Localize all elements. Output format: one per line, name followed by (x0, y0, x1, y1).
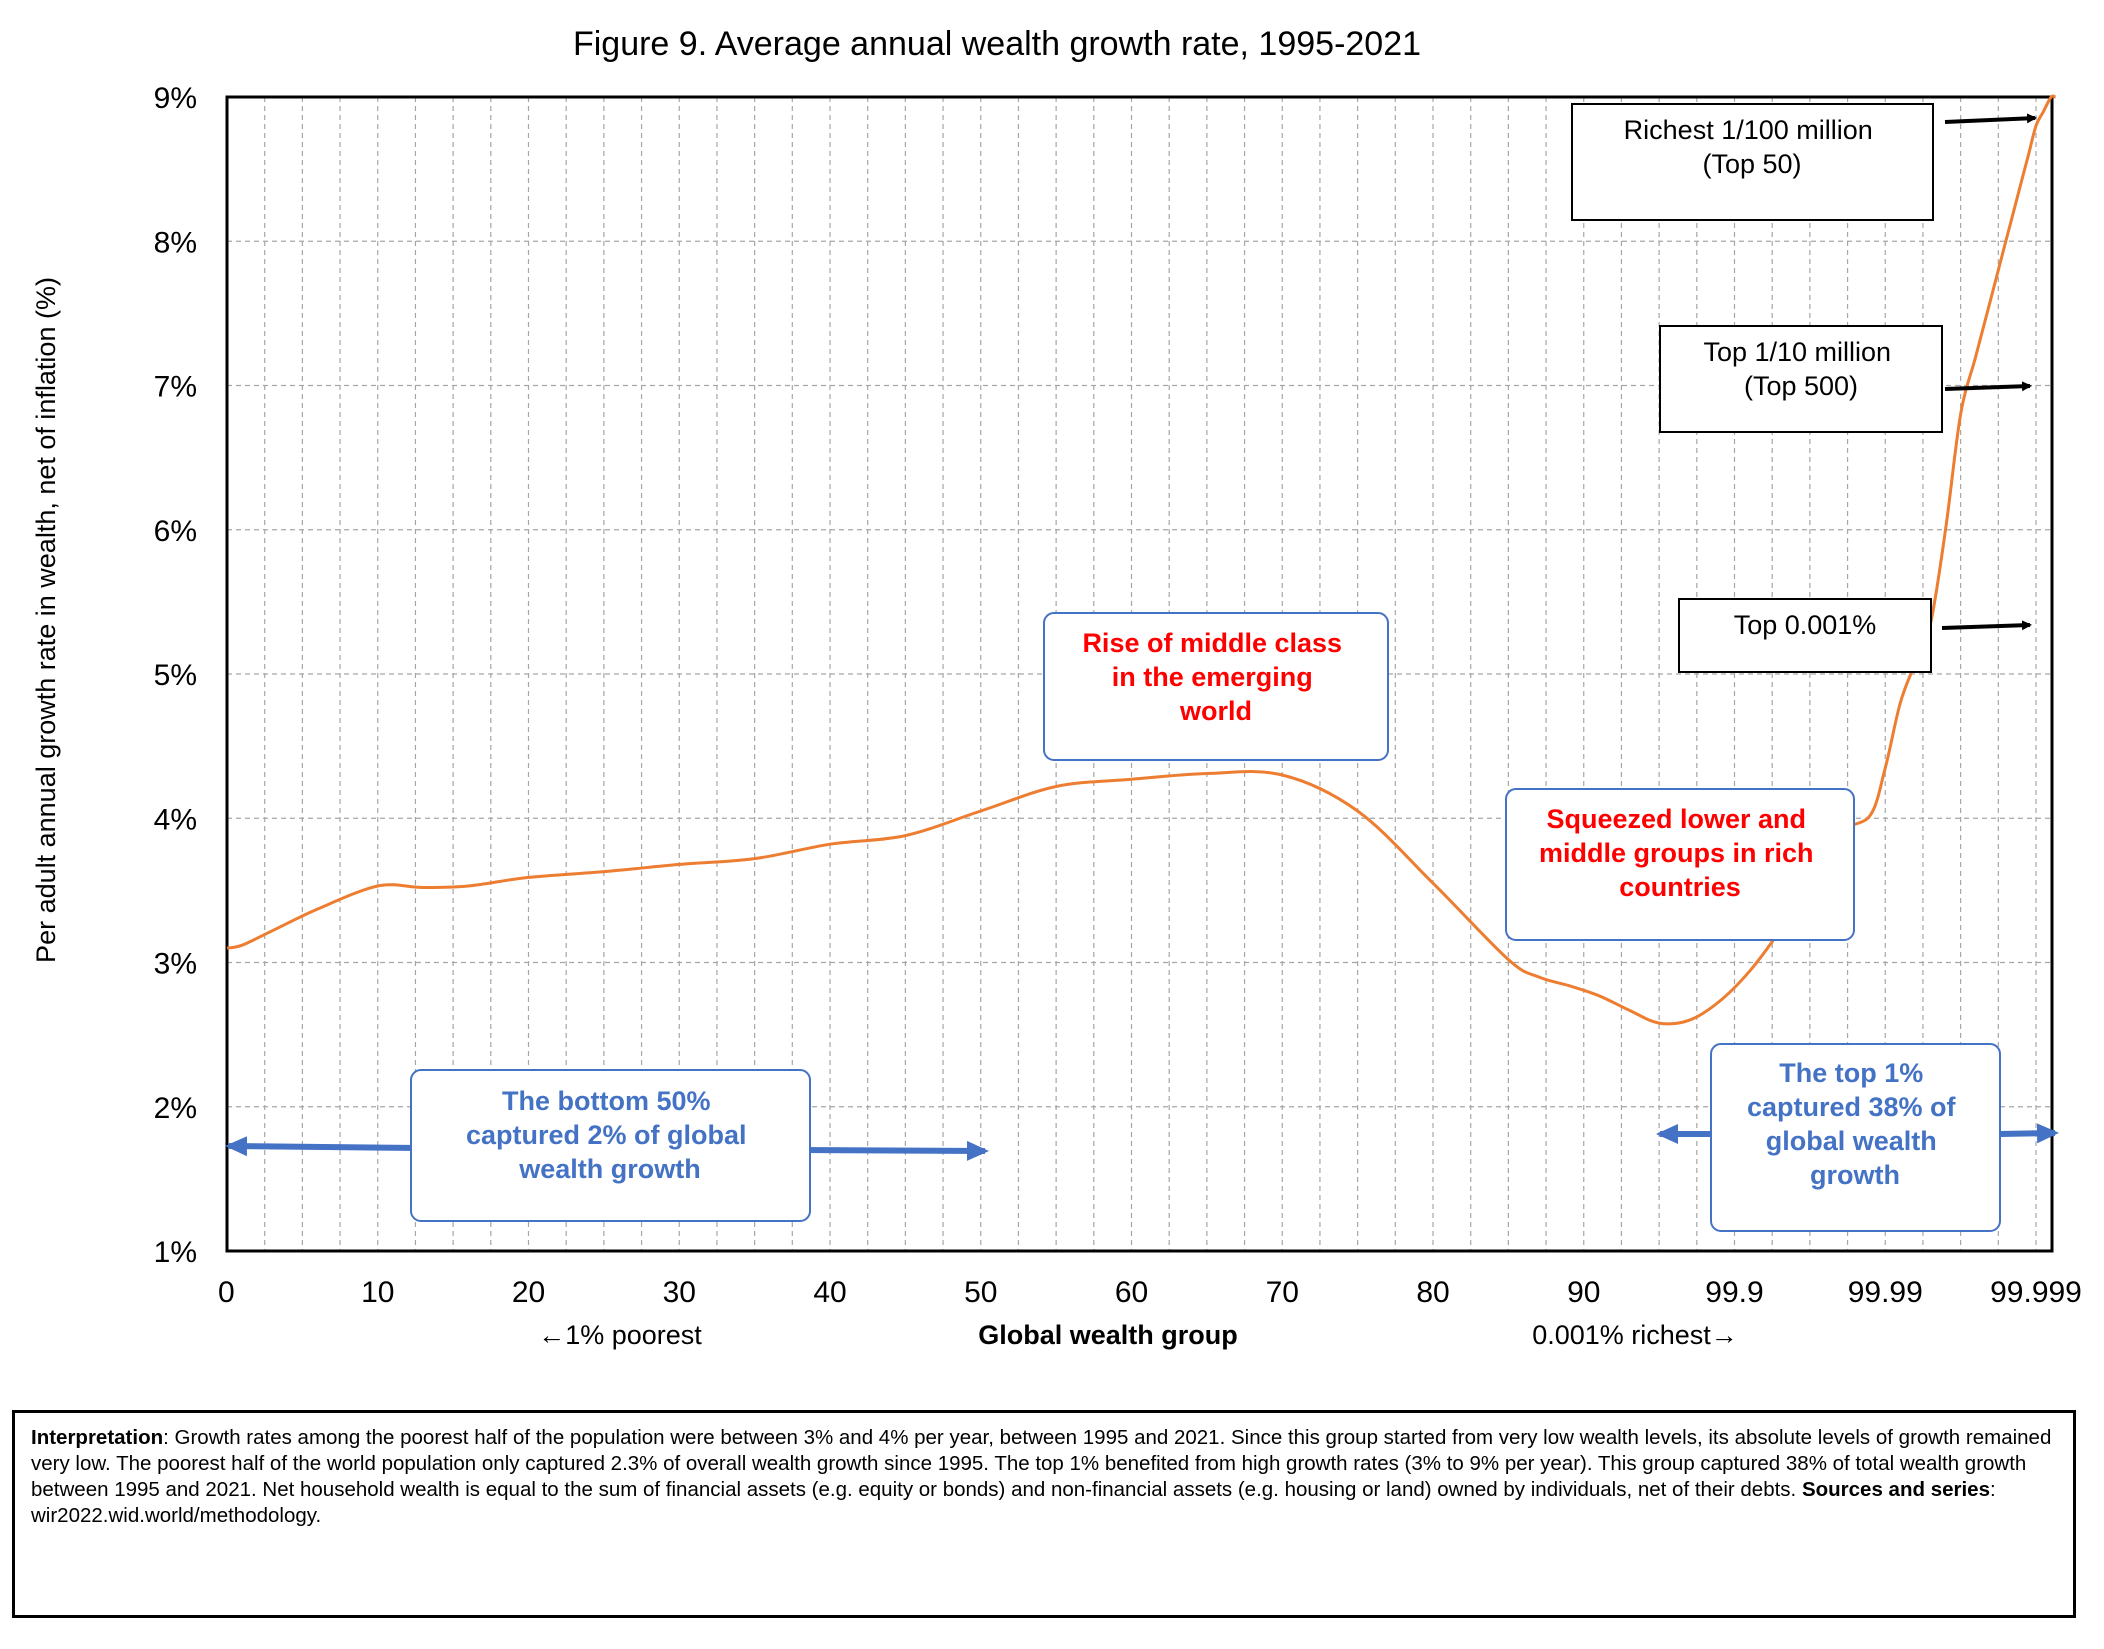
interpretation-box: Interpretation: Growth rates among the p… (12, 1410, 2076, 1618)
x-tick-label: 80 (1416, 1276, 1449, 1309)
svg-text:Rise of middle class in: Rise of middle class in the emerging wor… (1082, 628, 1349, 726)
x-tick-label: 30 (663, 1276, 696, 1309)
y-axis-label: Per adult annual growth rate in wealth, … (31, 277, 61, 963)
top50-annotation: Richest 1/100 million (Top 50) (1571, 103, 1934, 221)
y-tick-label: 6% (154, 515, 197, 548)
svg-text:Top 1/10 million (Top 50: Top 1/10 million (Top 500) (1703, 337, 1898, 401)
x-right-note: 0.001% richest→ (1532, 1320, 1738, 1350)
bottom50-line-3: wealth growth (518, 1154, 701, 1184)
svg-text:The bottom 50% captured: The bottom 50% captured 2% of global wea… (466, 1086, 754, 1184)
top50-line-2: (Top 50) (1702, 149, 1801, 179)
x-left-note: ←1% poorest (538, 1320, 702, 1350)
middle-class-line-1: Rise of middle class (1082, 628, 1342, 658)
svg-text:The top 1% captured 38%: The top 1% captured 38% of global wealth… (1747, 1058, 1963, 1190)
squeezed-annotation: Squeezed lower and middle groups in rich… (1505, 788, 1855, 941)
y-tick-label: 2% (154, 1092, 197, 1125)
sources-text: : wir2022.wid.world/methodology. (31, 1478, 1996, 1527)
y-tick-labels: 1% 2% 3% 4% 5% 6% 7% 8% 9% (154, 82, 197, 1269)
top1-line-4: growth (1810, 1160, 1900, 1190)
bottom50-left-arrow (225, 1136, 421, 1157)
bottom50-line-2: captured 2% of global (466, 1120, 747, 1150)
y-tick-label: 3% (154, 948, 197, 981)
middle-class-line-2: in the emerging (1112, 662, 1313, 692)
y-tick-label: 1% (154, 1236, 197, 1269)
y-tick-label: 4% (154, 803, 197, 836)
y-tick-label: 7% (154, 371, 197, 404)
top50-arrow (1944, 113, 2037, 124)
top1-line-1: The top 1% (1779, 1058, 1923, 1088)
top1-right-arrow (1999, 1123, 2059, 1144)
middle-class-line-3: world (1179, 696, 1252, 726)
interpretation-text: : Growth rates among the poorest half of… (31, 1426, 2052, 1501)
x-tick-label: 90 (1567, 1276, 1600, 1309)
middle-class-annotation: Rise of middle class in the emerging wor… (1043, 612, 1389, 761)
chart-title: Figure 9. Average annual wealth growth r… (573, 25, 1421, 63)
bottom50-annotation: The bottom 50% captured 2% of global wea… (410, 1069, 811, 1222)
sources-label: Sources and series (1801, 1478, 1990, 1501)
interpretation-label: Interpretation (31, 1426, 164, 1449)
x-tick-label: 0 (218, 1276, 235, 1309)
top500-line-2: (Top 500) (1744, 371, 1858, 401)
plot-area-frame (225, 95, 2054, 1253)
svg-text:Squeezed lower and middl: Squeezed lower and middle groups in rich… (1539, 804, 1821, 902)
svg-text:Richest 1/100 million (T: Richest 1/100 million (Top 50) (1624, 115, 1881, 179)
top1-line-2: captured 38% of (1747, 1092, 1957, 1122)
x-tick-label: 60 (1115, 1276, 1148, 1309)
top500-annotation: Top 1/10 million (Top 500) (1659, 325, 1943, 433)
top1-line-3: global wealth (1766, 1126, 1937, 1156)
top500-arrow (1944, 381, 2032, 392)
squeezed-line-3: countries (1619, 872, 1741, 902)
y-tick-label: 5% (154, 659, 197, 692)
top50-line-1: Richest 1/100 million (1624, 115, 1873, 145)
squeezed-line-1: Squeezed lower and (1546, 804, 1806, 834)
x-tick-label: 20 (512, 1276, 545, 1309)
top0001-annotation: Top 0.001% (1678, 598, 1932, 673)
x-tick-label: 10 (361, 1276, 394, 1309)
top0001-line-1: Top 0.001% (1734, 610, 1877, 640)
y-tick-label: 9% (154, 82, 197, 115)
x-tick-label: 99.9 (1705, 1276, 1763, 1309)
squeezed-line-2: middle groups in rich (1539, 838, 1814, 868)
x-tick-labels: 0 10 20 30 40 50 60 70 80 90 99.9 99.99 99.999 (218, 1276, 2082, 1309)
y-tick-label: 8% (154, 226, 197, 259)
x-tick-label: 70 (1266, 1276, 1299, 1309)
x-tick-label: 40 (813, 1276, 846, 1309)
x-tick-label: 50 (964, 1276, 997, 1309)
series-line (226, 94, 2057, 1026)
x-tick-label: 99.99 (1848, 1276, 1923, 1309)
top0001-arrow (1941, 620, 2032, 631)
bottom50-right-arrow (799, 1140, 989, 1161)
x-axis-label: Global wealth group (978, 1320, 1238, 1350)
top500-line-1: Top 1/10 million (1703, 337, 1891, 367)
top1-annotation: The top 1% captured 38% of global wealth… (1710, 1043, 2001, 1232)
x-tick-label: 99.999 (1990, 1276, 2082, 1309)
bottom50-line-1: The bottom 50% (502, 1086, 711, 1116)
